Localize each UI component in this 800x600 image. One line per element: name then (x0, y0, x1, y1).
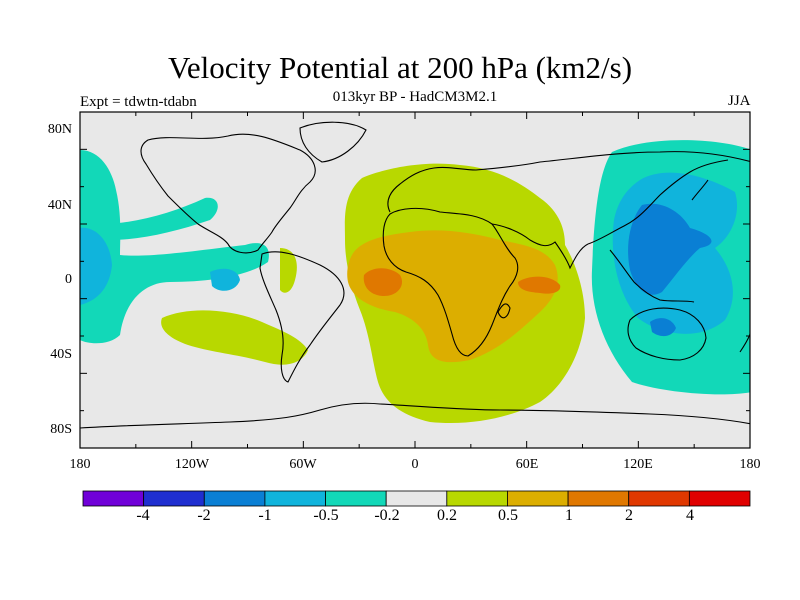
contour-epac-m02 (80, 150, 269, 344)
colorbar-label: -1 (258, 507, 272, 524)
lon-label-180e: 180 (739, 457, 761, 472)
lat-label-40s: 40S (50, 347, 72, 362)
coast-madagascar (497, 303, 511, 319)
colorbar (82, 490, 751, 507)
lat-label-40n: 40N (47, 198, 72, 213)
coast-south-america (259, 251, 345, 383)
contour-epac-m05b (210, 268, 240, 291)
contour-fields (80, 140, 750, 424)
lon-label-60w: 60W (289, 457, 317, 472)
colorbar-label: -4 (136, 507, 150, 524)
contour-africa-p05 (347, 230, 558, 363)
colorbar-label: 4 (686, 507, 694, 524)
lon-label-120e: 120E (623, 457, 653, 472)
coast-se-asia (609, 249, 695, 303)
coast-east-asia (587, 159, 729, 245)
coast-arabia-india (491, 223, 589, 270)
colorbar-swatch (325, 490, 387, 507)
colorbar-swatch (567, 490, 630, 507)
colorbar-swatch (688, 490, 751, 507)
coast-europe (387, 151, 750, 213)
lon-label-60e: 60E (515, 457, 539, 472)
contour-wpac-m1 (628, 203, 712, 295)
lon-label-0: 0 (411, 457, 419, 472)
colorbar-swatch (507, 490, 569, 507)
axis-ticks (79, 111, 751, 449)
contour-natl-p02 (280, 248, 297, 293)
coast-antarctica (80, 402, 750, 429)
colorbar-label: -0.5 (313, 507, 339, 524)
colorbar-label: 1 (565, 507, 573, 524)
lon-label-120w: 120W (174, 457, 210, 472)
lon-label-180w: 180 (69, 457, 91, 472)
coast-north-america (140, 133, 316, 254)
colorbar-label: 0.2 (437, 507, 457, 524)
colorbar-swatch (82, 490, 145, 507)
colorbar-swatch (203, 490, 266, 507)
contour-satl-p02 (161, 310, 308, 365)
contour-npac-m02 (108, 197, 218, 240)
lat-label-80s: 80S (50, 422, 72, 437)
coast-africa (382, 207, 519, 357)
coastlines (80, 121, 750, 429)
contour-africa-p1 (363, 268, 403, 296)
colorbar-label: 2 (625, 507, 633, 524)
map-subtitle: 013kyr BP - HadCM3M2.1 (332, 89, 498, 105)
colorbar-label: -0.2 (374, 507, 400, 524)
colorbar-swatch (264, 490, 326, 507)
coast-japan (691, 179, 709, 201)
colorbar-swatch (628, 490, 690, 507)
season-label: JJA (728, 93, 751, 109)
lat-label-0: 0 (65, 272, 72, 287)
map-title: Velocity Potential at 200 hPa (km2/s) (167, 50, 633, 85)
colorbar-swatch (385, 490, 448, 507)
contour-indian-p1 (518, 276, 561, 294)
experiment-label: Expt = tdwtn-tdabn (80, 94, 197, 110)
colorbar-label: -2 (197, 507, 211, 524)
lat-label-80n: 80N (47, 122, 72, 137)
contour-wpac-m1b (650, 318, 676, 337)
colorbar-label: 0.5 (498, 507, 518, 524)
coast-australia (627, 307, 707, 361)
coast-greenland (299, 121, 367, 163)
contour-epac-m05 (80, 227, 112, 305)
colorbar-swatch (143, 490, 205, 507)
colorbar-swatch (446, 490, 508, 507)
